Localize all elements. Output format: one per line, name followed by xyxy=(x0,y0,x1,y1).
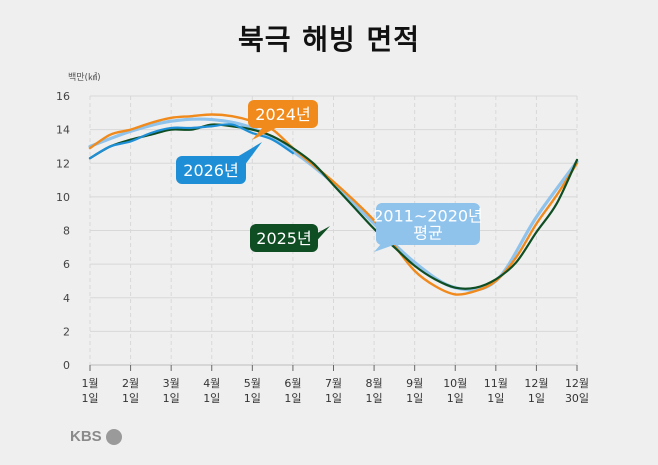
x-tick-label-month: 12월 xyxy=(524,377,548,390)
x-tick-label-day: 1일 xyxy=(122,391,139,405)
x-tick-label-month: 1월 xyxy=(81,377,98,390)
callout-label: 2026년 xyxy=(183,161,238,180)
callout-label: 2025년 xyxy=(256,229,311,248)
y-tick-label: 16 xyxy=(56,90,70,103)
x-tick-label-month: 6월 xyxy=(284,377,301,390)
callout-label: 평균 xyxy=(413,224,442,243)
y-tick-label: 0 xyxy=(63,359,70,372)
y-tick-label: 8 xyxy=(63,225,70,238)
x-tick-label-day: 1일 xyxy=(284,391,301,405)
logo-mark-icon xyxy=(105,428,122,445)
series-line-2024- xyxy=(88,113,579,296)
callout-box xyxy=(376,203,480,245)
x-tick-label-day: 1일 xyxy=(244,391,261,405)
logo-text: KBS xyxy=(70,428,102,445)
x-tick-label-day: 1일 xyxy=(325,391,342,405)
x-tick-label-month: 10월 xyxy=(443,377,467,390)
x-tick-label-day: 30일 xyxy=(565,391,589,405)
y-axis-unit: 백만(㎢) xyxy=(68,73,101,83)
callout-box xyxy=(248,100,318,128)
x-tick-label-day: 1일 xyxy=(406,391,423,405)
x-tick-label-day: 1일 xyxy=(366,391,383,405)
kbs-logo: KBS xyxy=(70,428,122,445)
x-tick-label-day: 1일 xyxy=(203,391,220,405)
callout-label: 2011~2020년 xyxy=(373,207,483,226)
x-tick-label-month: 5월 xyxy=(244,377,261,390)
x-tick-label-month: 4월 xyxy=(203,377,220,390)
x-tick-label-day: 1일 xyxy=(81,391,98,405)
x-tick-label-month: 7월 xyxy=(325,377,342,390)
callout-label: 2024년 xyxy=(255,105,310,124)
x-tick-label-day: 1일 xyxy=(528,391,545,405)
x-tick-label-month: 3월 xyxy=(163,377,180,390)
x-tick-label-day: 1일 xyxy=(163,391,180,405)
y-tick-label: 12 xyxy=(56,157,70,170)
callout-tail xyxy=(252,128,276,140)
x-tick-label-month: 11월 xyxy=(484,377,508,390)
y-tick-label: 4 xyxy=(63,292,70,305)
callout-box xyxy=(176,156,246,184)
y-tick-label: 6 xyxy=(63,258,70,271)
callout-box xyxy=(250,224,318,252)
y-tick-label: 14 xyxy=(56,124,70,137)
chart-title: 북극 해빙 면적 xyxy=(237,23,421,56)
series-line-2025- xyxy=(88,123,579,290)
x-tick-label-day: 1일 xyxy=(487,391,504,405)
y-tick-label: 2 xyxy=(63,325,70,338)
x-tick-label-month: 2월 xyxy=(122,377,139,390)
y-tick-label: 10 xyxy=(56,191,70,204)
x-tick-label-month: 9월 xyxy=(406,377,423,390)
x-tick-label-day: 1일 xyxy=(447,391,464,405)
x-tick-label-month: 12월 xyxy=(565,377,589,390)
x-tick-label-month: 8월 xyxy=(366,377,383,390)
